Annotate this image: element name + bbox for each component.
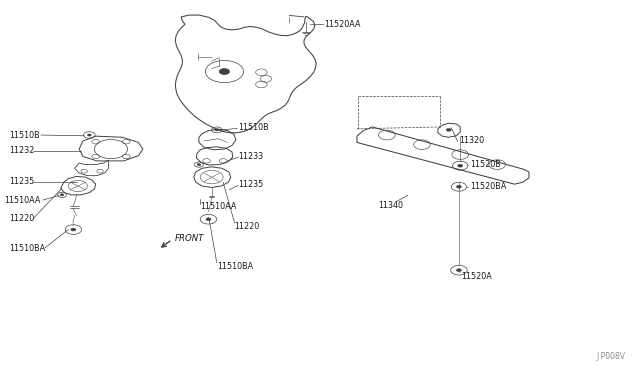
Text: 11510BA: 11510BA	[9, 244, 45, 253]
Circle shape	[220, 68, 230, 74]
Text: FRONT: FRONT	[175, 234, 204, 243]
Circle shape	[206, 218, 211, 221]
Circle shape	[456, 269, 461, 272]
Circle shape	[215, 129, 219, 131]
Circle shape	[88, 134, 92, 136]
Text: 11520AA: 11520AA	[324, 20, 361, 29]
Text: 11520A: 11520A	[461, 272, 492, 281]
Text: 11233: 11233	[239, 152, 264, 161]
Text: 11510AA: 11510AA	[200, 202, 237, 211]
Text: 11235: 11235	[239, 180, 264, 189]
Text: 11235: 11235	[9, 177, 35, 186]
Text: 11340: 11340	[379, 201, 404, 210]
Text: J P008V: J P008V	[597, 352, 626, 361]
Circle shape	[60, 194, 64, 196]
Text: 11520BA: 11520BA	[470, 182, 506, 191]
Circle shape	[458, 164, 463, 167]
Circle shape	[446, 128, 451, 131]
Circle shape	[71, 228, 76, 231]
Text: 11220: 11220	[9, 214, 35, 223]
Text: 11320: 11320	[459, 137, 484, 145]
Text: 11232: 11232	[9, 147, 35, 155]
Text: 11510B: 11510B	[239, 123, 269, 132]
Text: 11220: 11220	[235, 222, 260, 231]
Text: 11510AA: 11510AA	[4, 196, 41, 205]
Text: 11510B: 11510B	[9, 131, 40, 140]
Text: 11520B: 11520B	[470, 160, 500, 169]
Text: 11510BA: 11510BA	[217, 262, 253, 271]
Circle shape	[197, 163, 201, 166]
Circle shape	[456, 185, 461, 188]
